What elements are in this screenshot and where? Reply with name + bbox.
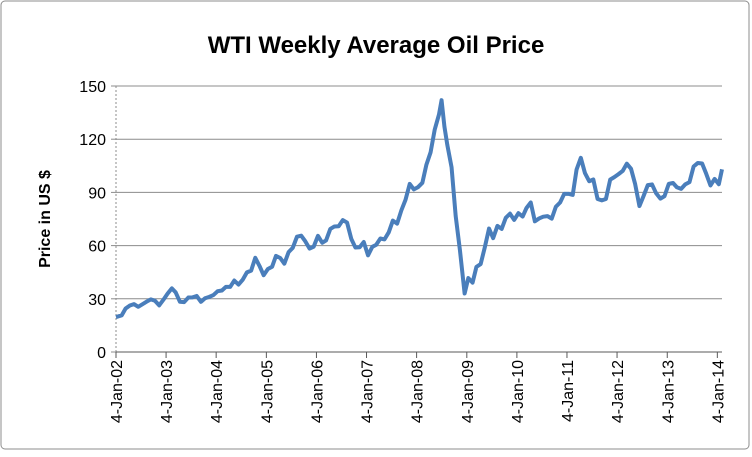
y-axis-label: Price in US $ — [37, 170, 54, 268]
x-tick-label: 4-Jan-09 — [460, 360, 477, 423]
y-tick-label: 120 — [79, 132, 106, 149]
x-tick-label: 4-Jan-14 — [710, 360, 727, 423]
y-tick-label: 150 — [79, 79, 106, 96]
line-series — [115, 98, 724, 319]
x-tick-label: 4-Jan-05 — [259, 360, 276, 423]
x-tick-label: 4-Jan-08 — [410, 360, 427, 423]
chart-title: WTI Weekly Average Oil Price — [208, 32, 545, 59]
x-tick-label: 4-Jan-03 — [159, 360, 176, 423]
y-tick-label: 0 — [97, 345, 106, 362]
x-tick-label: 4-Jan-10 — [510, 360, 527, 423]
x-tick-label: 4-Jan-07 — [360, 360, 377, 423]
x-tick-label: 4-Jan-06 — [309, 360, 326, 423]
x-tick-label: 4-Jan-13 — [660, 360, 677, 423]
x-tick-label: 4-Jan-12 — [610, 360, 627, 423]
x-tick-label: 4-Jan-04 — [209, 360, 226, 423]
y-tick-label: 90 — [88, 185, 106, 202]
y-tick-label: 30 — [88, 292, 106, 309]
x-tick-label: 4-Jan-02 — [109, 360, 126, 423]
y-tick-label: 60 — [88, 239, 106, 256]
x-tick-label: 4-Jan-11 — [560, 360, 577, 422]
